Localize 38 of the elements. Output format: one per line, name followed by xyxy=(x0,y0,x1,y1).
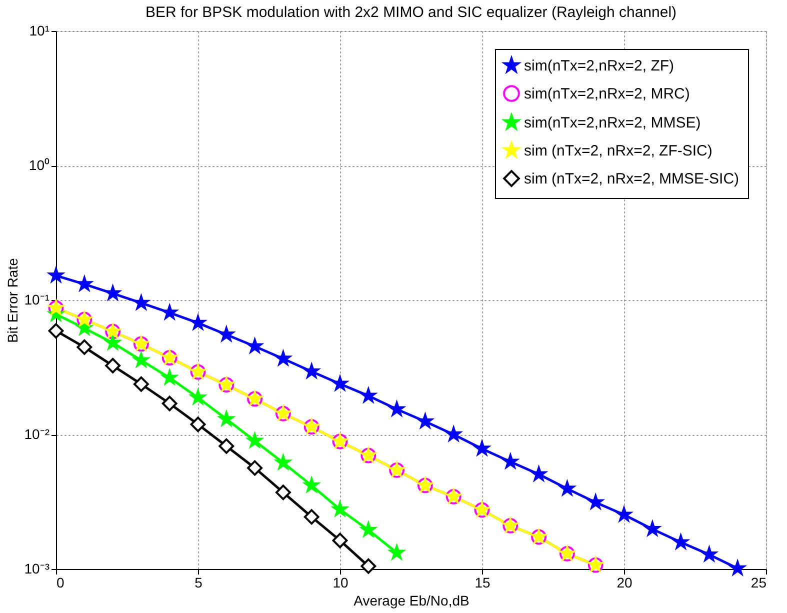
x-tick-label: 10 xyxy=(332,574,348,590)
x-tick-label: 0 xyxy=(56,574,64,590)
y-tick-label: 10⁻² xyxy=(24,426,50,442)
point xyxy=(48,268,64,282)
x-tick-label: 15 xyxy=(474,574,490,590)
y-tick-label: 10⁻¹ xyxy=(24,292,50,308)
x-tick-label: 25 xyxy=(750,574,767,590)
legend-label: sim(nTx=2,nRx=2, ZF) xyxy=(524,58,674,74)
point xyxy=(332,502,348,516)
point xyxy=(134,295,149,310)
point xyxy=(105,358,121,374)
point xyxy=(190,416,206,432)
y-tick-label: 10¹ xyxy=(29,22,50,38)
y-tick-label: 10⁻³ xyxy=(24,560,50,576)
point xyxy=(702,546,717,562)
point xyxy=(162,396,178,412)
point xyxy=(133,376,149,392)
legend-label: sim (nTx=2, nRx=2, ZF-SIC) xyxy=(524,142,712,160)
point xyxy=(76,339,92,355)
x-tick-label: 20 xyxy=(616,574,632,590)
point xyxy=(190,390,206,404)
point xyxy=(360,558,376,574)
y-tick-label: 10⁰ xyxy=(28,157,50,173)
point xyxy=(418,414,433,428)
x-tick-label: 5 xyxy=(194,574,203,590)
chart-title: BER for BPSK modulation with 2x2 MIMO and SIC equalizer (Rayleigh channel) xyxy=(145,4,677,21)
point xyxy=(48,323,64,339)
legend-label: sim(nTx=2,nRx=2, MMSE) xyxy=(524,114,701,132)
point xyxy=(218,438,234,454)
legend-label: sim(nTx=2,nRx=2, MRC) xyxy=(524,86,690,102)
x-axis-title: Average Eb/No,dB xyxy=(354,592,470,608)
point xyxy=(275,484,291,500)
point xyxy=(304,509,320,525)
point xyxy=(332,532,348,548)
legend-label: sim (nTx=2, nRx=2, MMSE-SIC) xyxy=(524,170,740,188)
point xyxy=(190,315,206,330)
point xyxy=(247,460,263,476)
y-axis-title: Bit Error Rate xyxy=(4,258,20,343)
